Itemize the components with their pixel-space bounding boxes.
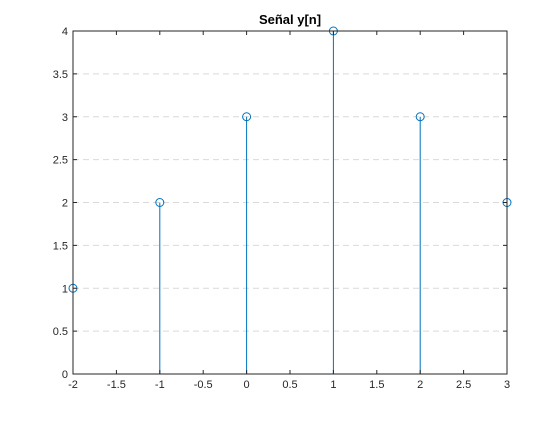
x-tick-label: 1 [330, 379, 336, 391]
x-tick-label: 3 [504, 379, 510, 391]
chart-title: Señal y[n] [259, 12, 321, 27]
y-tick-label: 0.5 [53, 326, 68, 338]
y-tick-labels: 0 0.5 1 1.5 2 2.5 3 3.5 4 [53, 26, 68, 381]
y-tick-label: 0 [62, 369, 68, 381]
x-tick-label: -0.5 [194, 379, 213, 391]
grid-lines [73, 73, 507, 332]
x-tick-label: -1.5 [107, 379, 126, 391]
y-tick-label: 2.5 [53, 155, 68, 167]
y-tick-label: 3.5 [53, 69, 68, 81]
x-tick-label: 2.5 [456, 379, 471, 391]
y-tick-label: 3 [62, 112, 68, 124]
x-tick-labels: -2 -1.5 -1 -0.5 0 0.5 1 1.5 2 2.5 3 [68, 379, 510, 391]
x-tick-label: 0 [244, 379, 250, 391]
stem-marker [415, 112, 425, 122]
y-tick-label: 4 [62, 26, 68, 38]
stem-marker [242, 112, 252, 122]
axis-ticks [72, 30, 508, 375]
y-tick-label: 1 [62, 283, 68, 295]
x-tick-label: 0.5 [282, 379, 297, 391]
x-tick-label: 2 [417, 379, 423, 391]
x-tick-label: -2 [68, 379, 78, 391]
x-tick-label: -1 [155, 379, 165, 391]
stem-marker [155, 198, 165, 207]
x-tick-label: 1.5 [369, 379, 384, 391]
y-tick-label: 2 [62, 198, 68, 210]
y-tick-label: 1.5 [53, 240, 68, 252]
